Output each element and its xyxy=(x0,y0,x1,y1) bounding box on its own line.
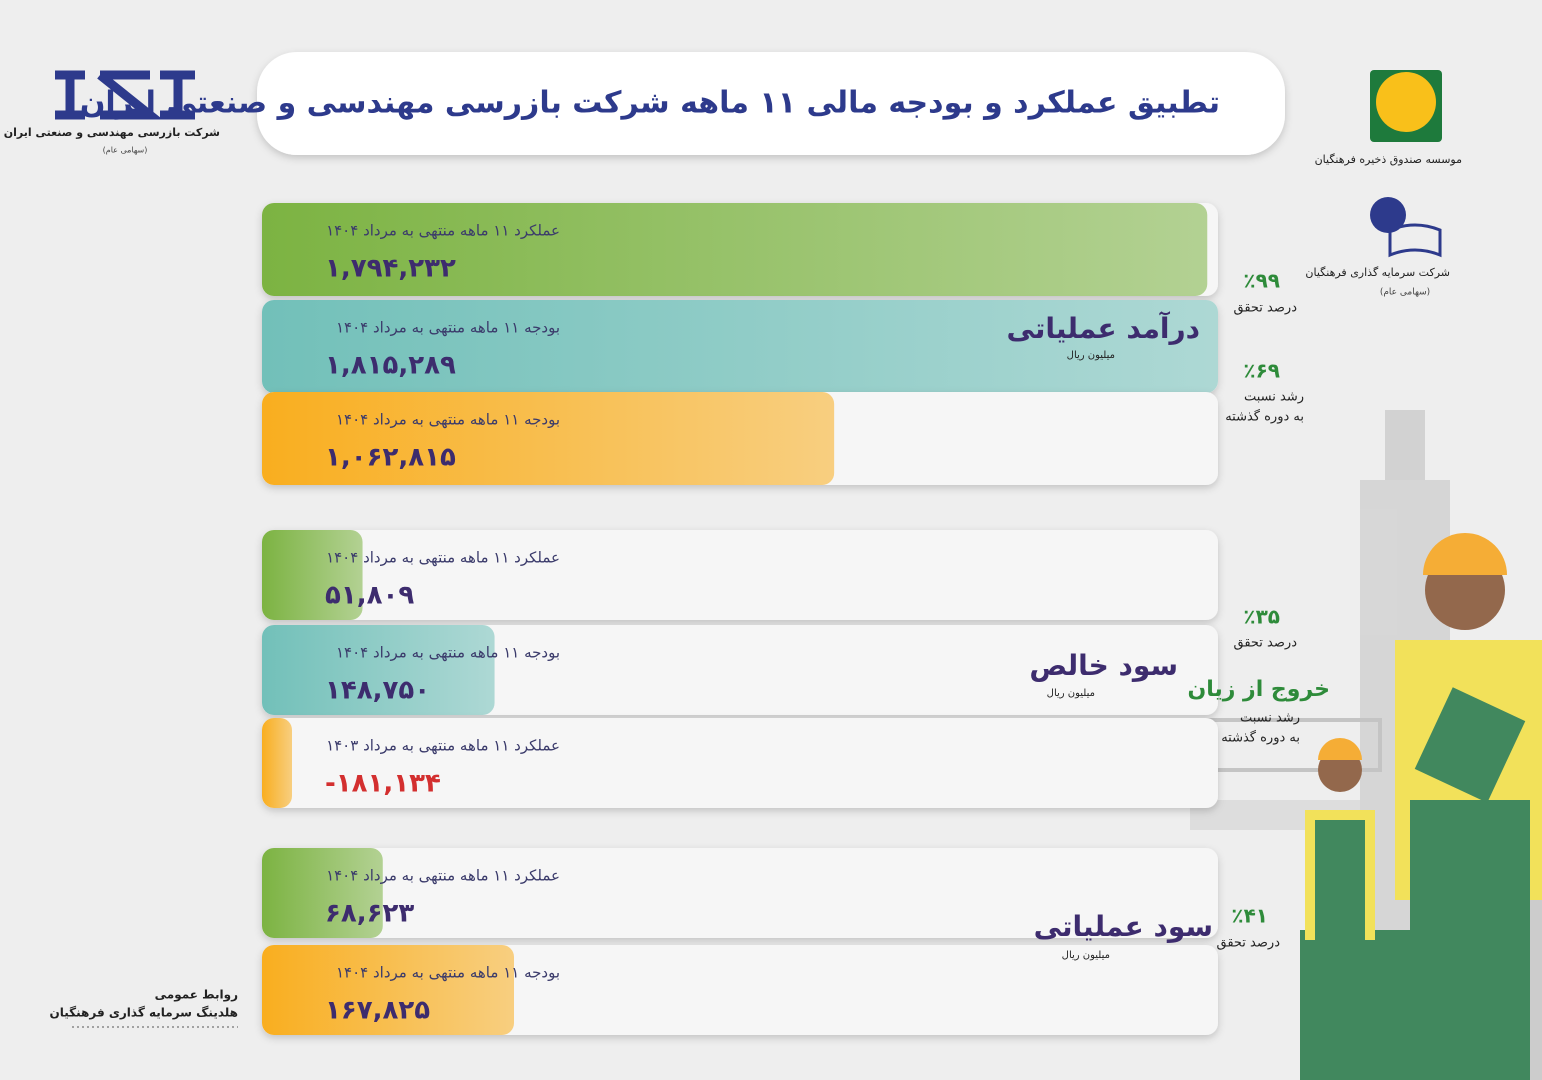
bar-label: بودجه ۱۱ ماهه منتهی به مرداد ۱۴۰۴ xyxy=(336,319,560,337)
bar-label: عملکرد ۱۱ ماهه منتهی به مرداد ۱۴۰۴ xyxy=(326,222,560,240)
logo-text: شرکت سرمایه گذاری فرهنگیان xyxy=(1305,266,1450,279)
title: تطبیق عملکرد و بودجه مالی ۱۱ ماهه شرکت ب… xyxy=(80,86,1220,121)
bar xyxy=(262,530,363,620)
annotation-value: ٪۶۹ xyxy=(1243,359,1280,383)
value-label: ۱,۸۱۵,۲۸۹ xyxy=(325,351,456,381)
value-label: ۱۴۸,۷۵۰ xyxy=(325,676,430,706)
section-unit: میلیون ریال xyxy=(1047,688,1095,699)
bar-track xyxy=(262,718,1218,808)
section-unit: میلیون ریال xyxy=(1062,950,1110,961)
bar xyxy=(262,718,292,808)
footer-text: روابط عمومی xyxy=(155,988,238,1003)
value-label: ۱,۷۹۴,۲۳۲ xyxy=(325,254,456,284)
value-label: -۱۸۱,۱۳۴ xyxy=(325,769,441,799)
value-label: ۶۸,۶۲۳ xyxy=(325,899,414,929)
bar xyxy=(262,625,495,715)
annotation-text: به دوره گذشته xyxy=(1225,409,1304,425)
invest-logo xyxy=(1370,197,1442,258)
bar xyxy=(262,203,1208,296)
annotation-text: به دوره گذشته xyxy=(1221,730,1300,746)
iei-logo xyxy=(55,70,195,120)
bar-label: بودجه ۱۱ ماهه منتهی به مرداد ۱۴۰۴ xyxy=(336,411,560,429)
bar-track xyxy=(262,625,1218,715)
logo-text: موسسه صندوق ذخیره فرهنگیان xyxy=(1315,153,1463,166)
bar-label: عملکرد ۱۱ ماهه منتهی به مرداد ۱۴۰۳ xyxy=(326,737,560,755)
bar xyxy=(262,848,383,938)
bar-label: بودجه ۱۱ ماهه منتهی به مرداد ۱۴۰۴ xyxy=(336,644,560,662)
section-title: درآمد عملیاتی xyxy=(1007,311,1200,345)
footer-text: هلدینگ سرمایه گذاری فرهنگیان xyxy=(50,1006,238,1020)
bar xyxy=(262,945,515,1035)
bar-label: عملکرد ۱۱ ماهه منتهی به مرداد ۱۴۰۴ xyxy=(326,867,560,885)
bar-label: عملکرد ۱۱ ماهه منتهی به مرداد ۱۴۰۴ xyxy=(326,549,560,567)
logo-text: (سهامی عام) xyxy=(103,146,148,155)
value-label: ۵۱,۸۰۹ xyxy=(325,581,414,611)
logo-text: شرکت بازرسی مهندسی و صنعتی ایران xyxy=(4,126,220,139)
bar-track xyxy=(262,530,1218,620)
annotation-value: خروج از زیان xyxy=(1187,677,1330,702)
annotation-text: درصد تحقق xyxy=(1217,936,1281,951)
annotation-text: رشد نسبت xyxy=(1244,390,1304,405)
annotation-text: رشد نسبت xyxy=(1240,711,1300,726)
section-title: سود عملیاتی xyxy=(1034,910,1213,943)
value-label: ۱۶۷,۸۲۵ xyxy=(325,996,430,1026)
bar xyxy=(262,300,1218,393)
value-label: ۱,۰۶۲,۸۱۵ xyxy=(325,443,456,473)
logo-text: (سهامی عام) xyxy=(1380,288,1430,298)
section-unit: میلیون ریال xyxy=(1067,350,1115,361)
annotation-value: ٪۹۹ xyxy=(1243,269,1280,293)
annotation-text: درصد تحقق xyxy=(1234,636,1298,651)
annotation-text: درصد تحقق xyxy=(1234,301,1298,316)
bar-track xyxy=(262,848,1218,938)
fund-logo xyxy=(1370,70,1442,142)
bar-label: بودجه ۱۱ ماهه منتهی به مرداد ۱۴۰۴ xyxy=(336,964,560,982)
annotation-value: ٪۴۱ xyxy=(1231,904,1268,928)
title-box xyxy=(257,52,1285,155)
illustration xyxy=(1158,410,1542,1080)
bar xyxy=(262,392,835,485)
annotation-value: ٪۳۵ xyxy=(1243,605,1280,629)
section-title: سود خالص xyxy=(1029,649,1178,682)
